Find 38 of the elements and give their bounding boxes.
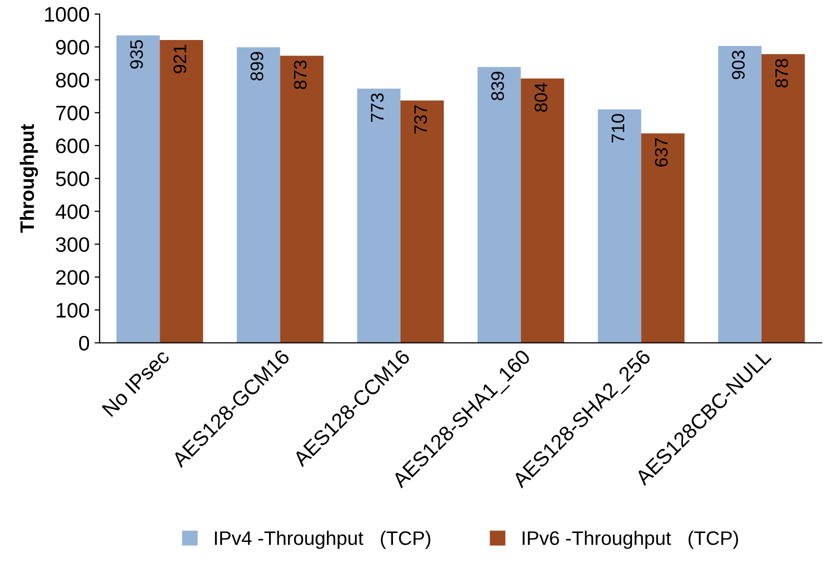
y-tick-label: 900: [56, 40, 90, 55]
y-tick-label: 800: [56, 72, 90, 88]
data-label: 773: [370, 93, 384, 122]
y-tick-label: 100: [56, 302, 90, 318]
data-label: 839: [491, 72, 504, 100]
data-label: 873: [294, 60, 307, 90]
data-label: 921: [174, 44, 186, 74]
bar: [116, 35, 160, 343]
legend-label: IPv4 -Throughput (TCP): [215, 530, 430, 549]
bar: [400, 100, 444, 343]
bar: [357, 88, 400, 343]
y-tick-label: 600: [56, 138, 90, 154]
y-tick-label: 500: [56, 171, 90, 186]
bar: [718, 46, 762, 343]
y-tick-label: 0: [79, 336, 90, 351]
data-label: 903: [732, 50, 745, 80]
bar: [236, 47, 280, 343]
bar: [641, 133, 684, 343]
bar: [280, 56, 324, 343]
data-label: 804: [534, 82, 548, 112]
data-label: 637: [654, 138, 668, 167]
y-tick-label: 1000: [45, 7, 90, 22]
data-label: 935: [130, 40, 143, 69]
data-label: 710: [612, 114, 624, 143]
bar: [160, 40, 204, 343]
legend-label: IPv6 -Throughput (TCP): [522, 530, 738, 549]
bar: [762, 54, 805, 343]
y-tick-label: 700: [56, 106, 90, 120]
data-label: 899: [250, 52, 264, 81]
data-label: 737: [414, 105, 427, 134]
y-tick-label: 200: [56, 270, 90, 285]
y-tick-label: 400: [56, 204, 90, 220]
bar: [598, 109, 642, 343]
bar: [520, 78, 564, 343]
bar: [478, 66, 521, 343]
y-tick-label: 300: [56, 237, 90, 252]
data-label: 878: [775, 58, 788, 88]
y-axis-title: Throughput: [20, 124, 38, 233]
